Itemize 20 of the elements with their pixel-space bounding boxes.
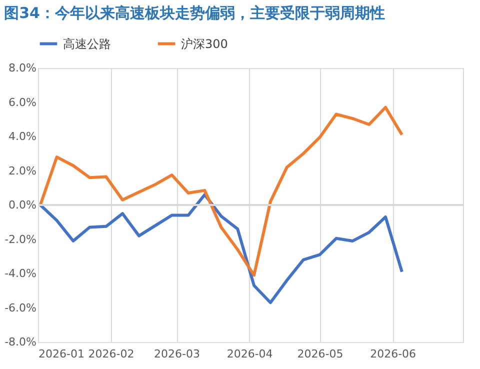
- y-tick-label: 0.0%: [8, 198, 36, 212]
- y-tick-label: 2.0%: [8, 164, 36, 178]
- line-series: [38, 193, 404, 304]
- x-tick-label: 2026-01: [38, 348, 84, 360]
- chart-title: 图34：今年以来高速板块走势偏弱，主要受限于弱周期性: [4, 4, 385, 22]
- x-tick-label: 2026-05: [297, 348, 344, 360]
- y-tick-label: -6.0%: [4, 301, 36, 314]
- line-series: [38, 106, 404, 277]
- legend-label: 沪深300: [181, 36, 228, 51]
- y-tick-label: 4.0%: [8, 130, 36, 143]
- x-tick-label: 2026-03: [154, 348, 200, 360]
- y-tick-label: 6.0%: [8, 96, 36, 109]
- x-tick-label: 2026-02: [88, 348, 134, 360]
- legend-label: 高速公路: [63, 36, 111, 51]
- y-tick-label: -4.0%: [4, 267, 36, 280]
- x-tick-label: 2026-04: [226, 348, 273, 360]
- y-tick-label: -2.0%: [4, 232, 36, 246]
- y-tick-label: 8.0%: [8, 62, 36, 74]
- y-tick-label: -8.0%: [4, 336, 36, 348]
- x-tick-label: 2026-06: [370, 348, 416, 360]
